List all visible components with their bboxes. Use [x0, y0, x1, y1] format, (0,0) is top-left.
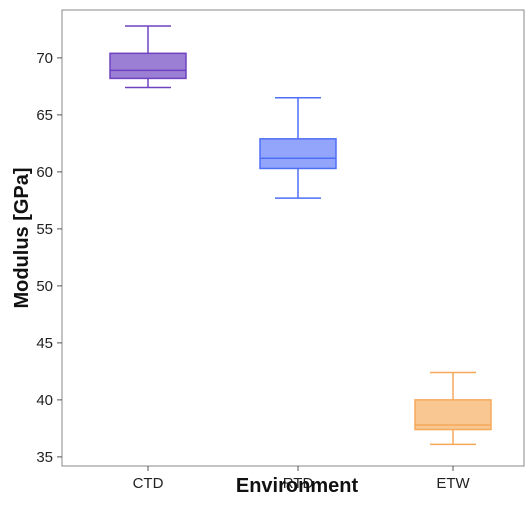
- x-axis: CTD RTD ETW: [133, 466, 471, 492]
- y-tick-label: 40: [36, 392, 53, 409]
- y-axis-title: Modulus [GPa]: [11, 167, 33, 308]
- y-tick-label: 50: [36, 278, 53, 295]
- y-tick-label: 60: [36, 164, 53, 181]
- box-etw: [414, 371, 492, 446]
- boxes-layer: [109, 25, 492, 446]
- plot-frame: [61, 9, 525, 467]
- y-tick-label: 70: [36, 50, 53, 67]
- box-rtd: [259, 97, 337, 199]
- iqr-box: [109, 52, 187, 80]
- y-tick-label: 65: [36, 107, 53, 124]
- box-ctd: [109, 25, 187, 89]
- x-tick-label: ETW: [436, 475, 470, 492]
- x-tick-label: CTD: [133, 475, 164, 492]
- y-tick-label: 35: [36, 449, 53, 466]
- y-tick-label: 55: [36, 221, 53, 238]
- x-tick-label: RTD: [283, 475, 314, 492]
- iqr-box: [259, 138, 337, 170]
- y-axis: 35 40 45 50 55 60 65 70: [36, 50, 62, 466]
- y-tick-label: 45: [36, 335, 53, 352]
- x-axis-title: Environment: [236, 475, 359, 497]
